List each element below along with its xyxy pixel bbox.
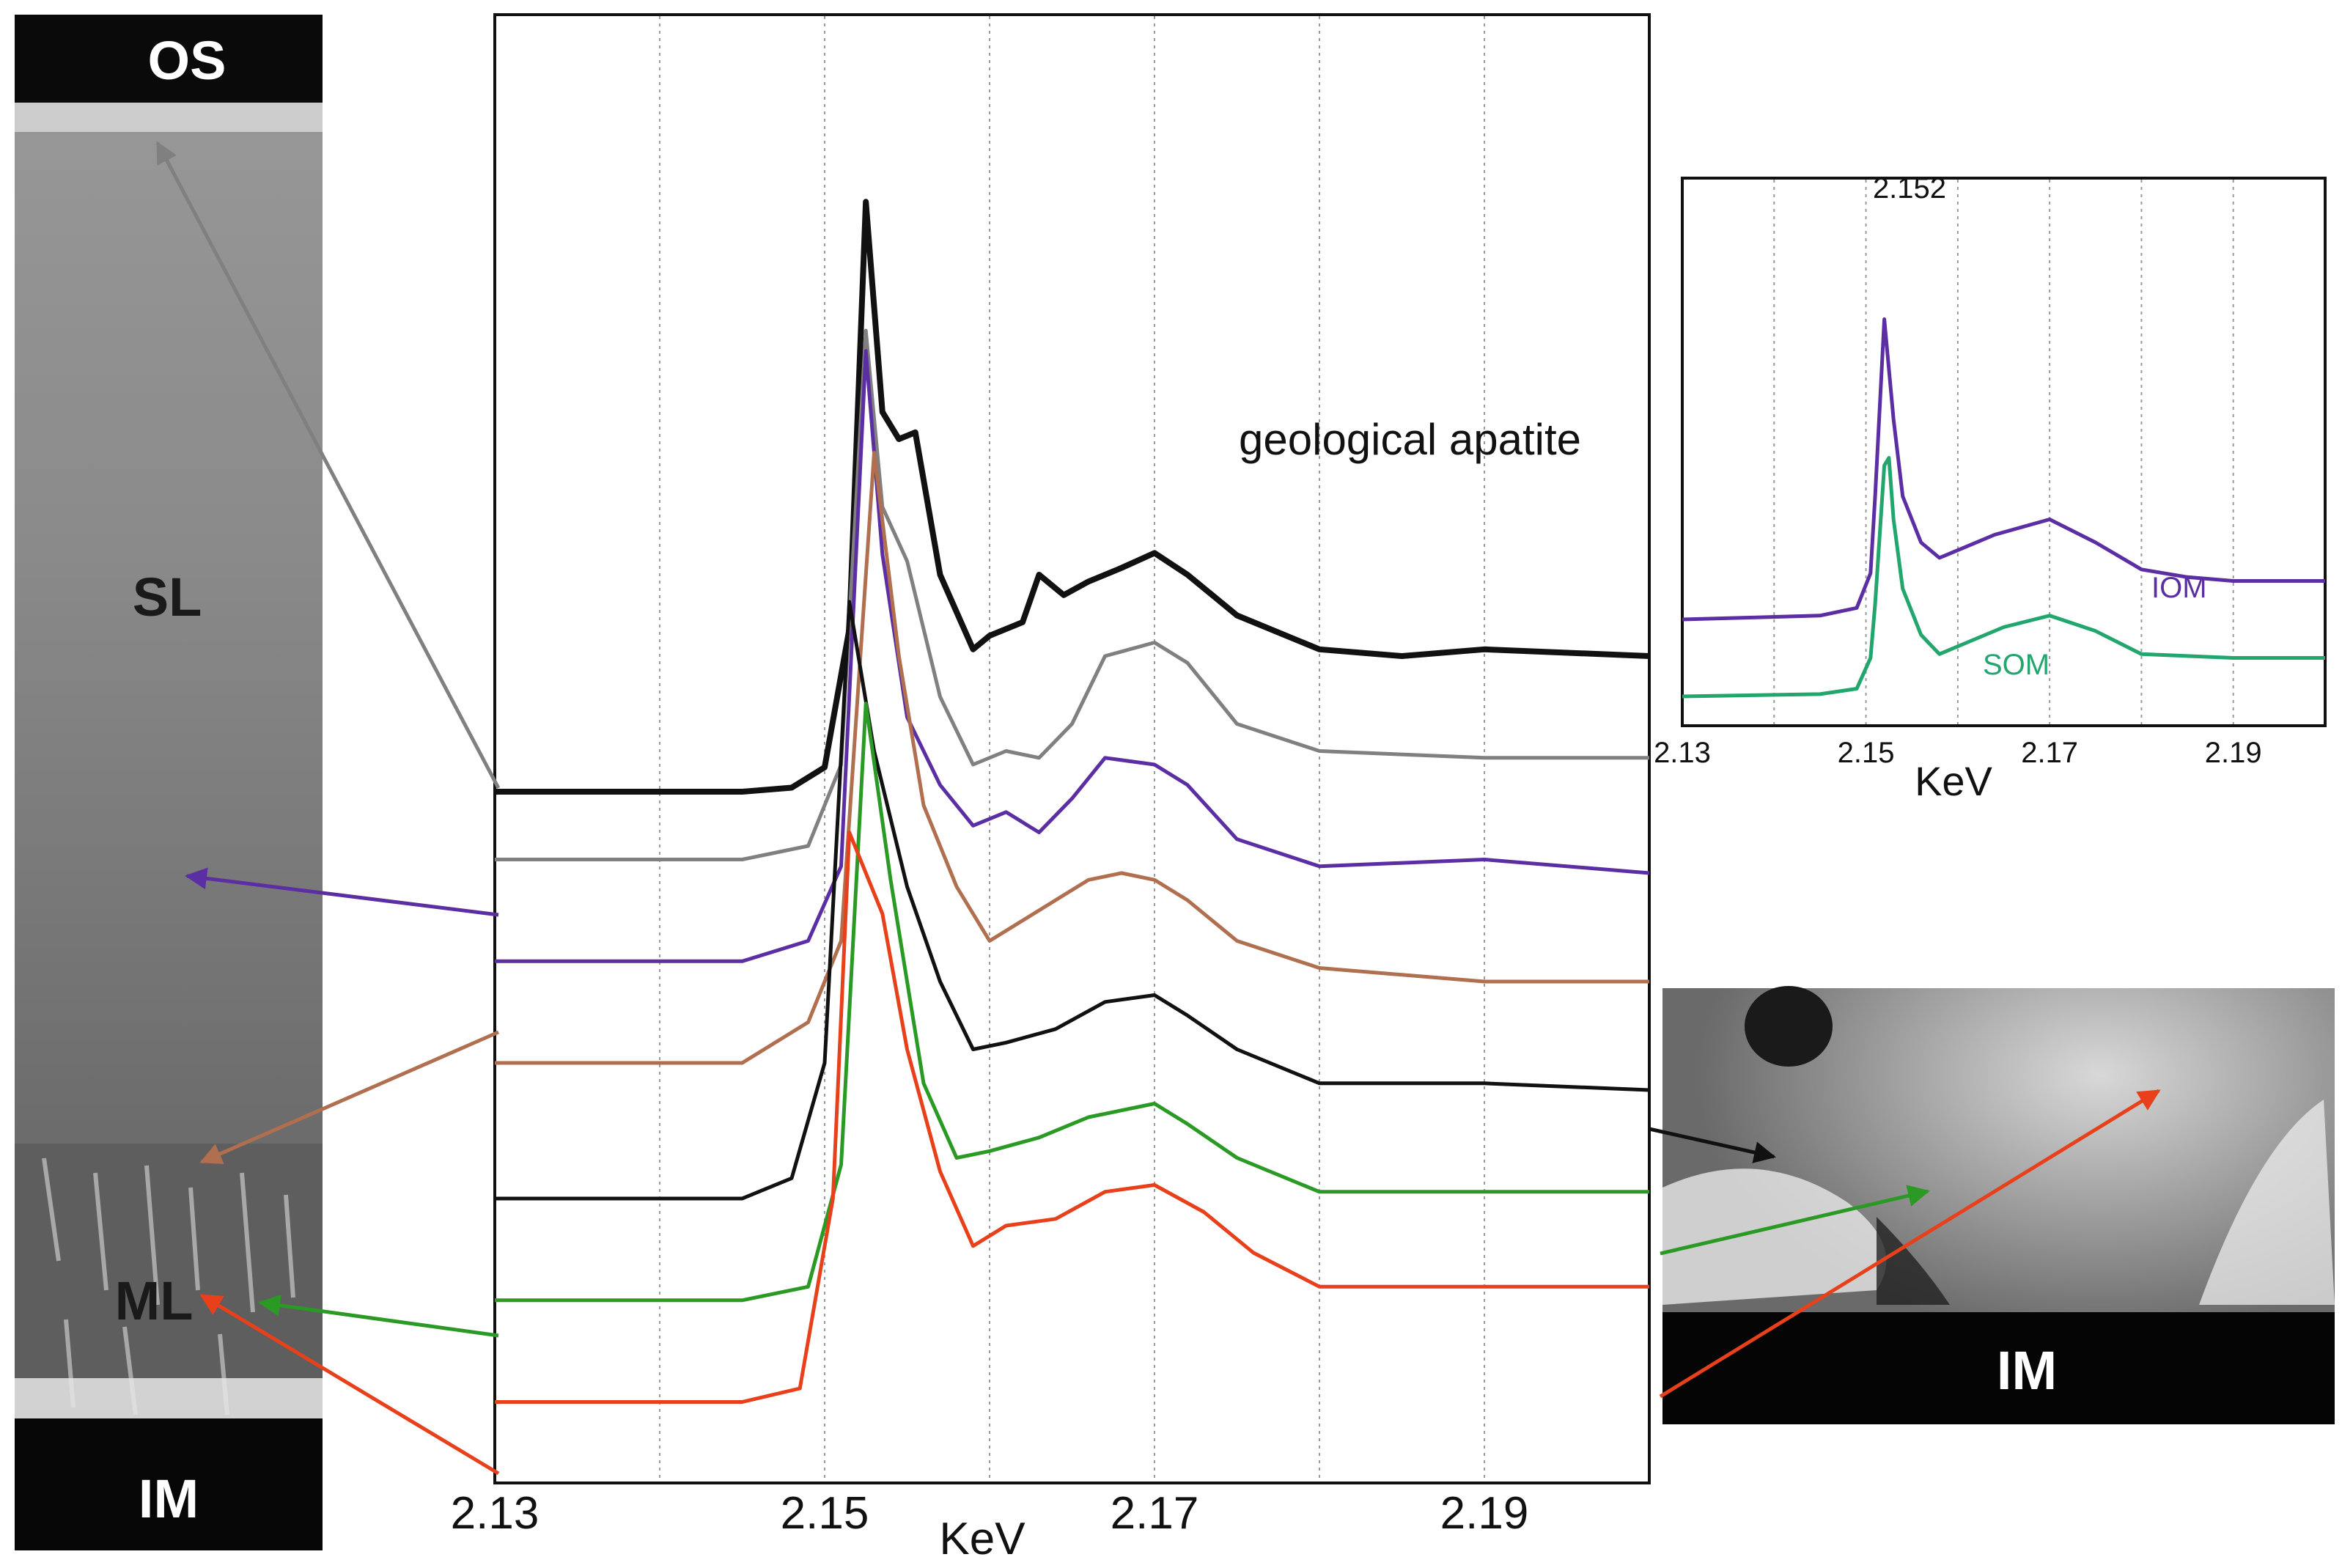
- arrow-ml-green: [258, 1294, 499, 1338]
- arrow-sl-brown: [199, 1030, 500, 1164]
- main-chart-series: [495, 199, 1650, 1404]
- connector-arrows: [155, 141, 2161, 1476]
- arrow-sl-purple: [185, 867, 499, 917]
- inset-chart-series: [1682, 317, 2325, 699]
- x-tick-label: 2.17: [1111, 1488, 1199, 1539]
- series-line-ml-region: [495, 600, 1650, 1201]
- inner-membrane-band: [15, 1418, 323, 1550]
- inset-series-label-som: SOM: [1983, 649, 2050, 681]
- series-line-geological-apatite: [495, 199, 1650, 795]
- arrow-ml-red: [199, 1293, 500, 1476]
- outer-surface-edge: [15, 103, 323, 132]
- arrow-right-red: [1659, 1089, 2161, 1399]
- arrow-right-green: [1660, 1185, 1930, 1256]
- main-chart-x-ticks: 2.13 2.15 2.17 2.19: [451, 1488, 1529, 1539]
- inset-chart-xlabel: KeV: [1915, 758, 1992, 804]
- dark-cleft: [1877, 1217, 1950, 1305]
- x-tick-label: 2.15: [1838, 737, 1895, 769]
- inset-peak-label: 2.152: [1873, 172, 1946, 205]
- x-tick-label: 2.15: [781, 1488, 869, 1539]
- main-chart-frame: [493, 13, 1651, 1484]
- inset-series-label-iom: IOM: [2151, 572, 2207, 604]
- outer-surface-band: [15, 15, 323, 103]
- layer-label-sl: SL: [133, 567, 202, 627]
- x-tick-label: 2.13: [451, 1488, 540, 1539]
- inset-chart-frame: [1681, 177, 2327, 727]
- arrow-os: [155, 141, 501, 789]
- main-chart-gridlines: [659, 16, 1485, 1481]
- inset-chart-x-ticks: 2.13 2.15 2.17 2.19: [1654, 737, 2262, 769]
- ml-bright-edge: [15, 1378, 323, 1418]
- dark-cavity: [1745, 986, 1833, 1067]
- x-tick-label: 2.19: [1440, 1488, 1529, 1539]
- main-chart-xlabel: KeV: [939, 1514, 1025, 1564]
- geological-apatite-label: geological apatite: [1239, 415, 1581, 464]
- bright-ridge-left: [1662, 1168, 1887, 1305]
- series-line-im: [495, 831, 1649, 1404]
- layer-label-im: IM: [139, 1468, 199, 1529]
- x-tick-label: 2.13: [1654, 737, 1711, 769]
- right-im-band: [1662, 1312, 2335, 1424]
- right-micrograph-label-im: IM: [1997, 1340, 2057, 1401]
- ml-texture-band: [15, 1144, 323, 1422]
- series-line-sl-lower: [495, 451, 1649, 1065]
- ml-streaks: [42, 1157, 295, 1416]
- layer-label-ml: ML: [115, 1270, 194, 1331]
- inset-chart-gridlines: [1773, 180, 2234, 724]
- x-tick-label: 2.19: [2205, 737, 2262, 769]
- series-line-som: [1682, 456, 2325, 699]
- right-micrograph: IM: [1662, 986, 2335, 1424]
- bright-ridge-right: [2199, 1100, 2335, 1305]
- left-micrograph: OS SL ML IM: [15, 15, 323, 1550]
- arrow-right-black: [1649, 1127, 1776, 1163]
- series-line-sl: [495, 349, 1650, 963]
- x-tick-label: 2.17: [2021, 737, 2078, 769]
- layer-label-os: OS: [148, 30, 227, 91]
- series-line-iom: [1682, 317, 2325, 622]
